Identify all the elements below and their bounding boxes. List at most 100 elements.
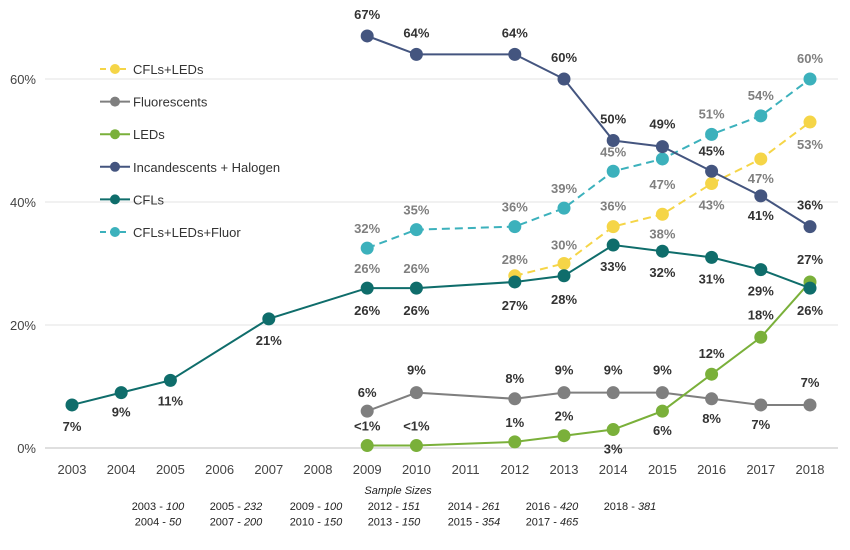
data-label-fluorescents: 9% bbox=[407, 363, 426, 378]
x-tick-label: 2007 bbox=[254, 462, 283, 477]
data-labels: 32% 35% 36% 39% 45% 47% 51% 54% 60% 28% 30% 36% 38% 4… bbox=[63, 7, 824, 457]
legend-label-fluorescents: Fluorescents bbox=[133, 95, 208, 110]
data-label-extra: 26% bbox=[354, 261, 380, 276]
data-point-fluorescents bbox=[557, 386, 571, 400]
x-axis-ticks: 2003 2004 2005 2006 2007 2008 2009 2010 2011 2012… bbox=[58, 462, 825, 477]
data-label-cfls-leds-fluor: 36% bbox=[502, 200, 528, 215]
data-point-incandescents-halogen bbox=[508, 47, 522, 61]
data-point-cfls-leds-fluor bbox=[655, 152, 669, 166]
data-point-cfls bbox=[65, 398, 79, 412]
sample-size-entry: 2017 - 465 bbox=[526, 517, 579, 529]
data-label-leds: 27% bbox=[797, 252, 823, 267]
data-label-fluorescents: 9% bbox=[604, 363, 623, 378]
data-point-cfls-leds bbox=[606, 220, 620, 234]
data-label-cfls: 29% bbox=[748, 284, 774, 299]
sample-size-entry: 2018 - 381 bbox=[604, 501, 657, 513]
series-line-leds bbox=[367, 281, 811, 447]
data-point-cfls bbox=[508, 275, 522, 289]
data-label-leds: 3% bbox=[604, 442, 623, 457]
data-label-cfls-leds: 47% bbox=[748, 171, 774, 186]
data-label-cfls-leds-fluor: 39% bbox=[551, 181, 577, 196]
data-label-leds: 6% bbox=[653, 423, 672, 438]
data-point-leds bbox=[360, 439, 374, 453]
data-label-cfls: 26% bbox=[403, 303, 429, 318]
data-point-leds bbox=[557, 429, 571, 443]
data-label-cfls-leds: 28% bbox=[502, 252, 528, 267]
x-tick-label: 2012 bbox=[500, 462, 529, 477]
x-tick-label: 2003 bbox=[58, 462, 87, 477]
data-point-cfls bbox=[409, 281, 423, 295]
data-label-cfls-leds-fluor: 45% bbox=[600, 144, 626, 159]
data-point-cfls bbox=[705, 250, 719, 264]
data-point-cfls-leds bbox=[655, 207, 669, 221]
x-tick-label: 2004 bbox=[107, 462, 136, 477]
legend-marker-cfls-leds bbox=[110, 64, 120, 74]
data-point-cfls-leds-fluor bbox=[606, 164, 620, 178]
x-tick-label: 2014 bbox=[599, 462, 628, 477]
sample-size-entry: 2003 - 100 bbox=[132, 501, 185, 513]
data-point-cfls bbox=[655, 244, 669, 258]
x-tick-label: 2011 bbox=[452, 462, 480, 477]
data-point-leds bbox=[705, 367, 719, 381]
data-label-leds: 12% bbox=[699, 346, 725, 361]
data-point-cfls-leds-fluor bbox=[705, 127, 719, 141]
x-tick-label: 2009 bbox=[353, 462, 382, 477]
data-label-cfls: 26% bbox=[354, 303, 380, 318]
x-tick-label: 2010 bbox=[402, 462, 431, 477]
series-line-incandescents-halogen bbox=[366, 35, 811, 228]
x-tick-label: 2018 bbox=[796, 462, 825, 477]
data-label-incandescents-halogen: 64% bbox=[502, 25, 528, 40]
x-tick-label: 2008 bbox=[304, 462, 333, 477]
data-point-incandescents-halogen bbox=[557, 72, 571, 86]
sample-size-entry: 2015 - 354 bbox=[448, 517, 501, 529]
legend-label-incandescents-halogen: Incandescents + Halogen bbox=[133, 160, 280, 175]
data-point-incandescents-halogen bbox=[606, 134, 620, 147]
data-label-fluorescents: 7% bbox=[801, 375, 820, 390]
data-point-leds bbox=[508, 435, 522, 449]
data-point-cfls-leds bbox=[754, 152, 768, 166]
legend-label-cfls-leds: CFLs+LEDs bbox=[133, 62, 204, 77]
data-label-incandescents-halogen: 45% bbox=[699, 143, 725, 158]
sample-size-entry: 2005 - 232 bbox=[210, 501, 263, 513]
data-point-cfls bbox=[163, 373, 177, 387]
series-line-cfls-leds-fluor bbox=[366, 78, 811, 250]
x-tick-label: 2017 bbox=[746, 462, 775, 477]
data-point-cfls-leds-fluor bbox=[508, 220, 522, 234]
legend-label-leds: LEDs bbox=[133, 127, 165, 142]
data-label-incandescents-halogen: 49% bbox=[649, 117, 675, 132]
data-point-fluorescents bbox=[705, 392, 719, 406]
data-label-cfls-leds: 38% bbox=[649, 226, 675, 241]
data-label-incandescents-halogen: 60% bbox=[551, 50, 577, 65]
data-label-fluorescents: 9% bbox=[555, 363, 574, 378]
data-label-cfls-leds-fluor: 51% bbox=[699, 106, 725, 121]
y-tick-label: 60% bbox=[10, 72, 36, 87]
x-tick-label: 2013 bbox=[550, 462, 579, 477]
data-label-cfls: 28% bbox=[551, 292, 577, 307]
x-tick-label: 2015 bbox=[648, 462, 677, 477]
data-label-cfls-leds: 36% bbox=[600, 199, 626, 214]
data-label-incandescents-halogen: 50% bbox=[600, 112, 626, 127]
data-point-cfls-leds bbox=[705, 177, 719, 191]
data-label-incandescents-halogen: 67% bbox=[354, 7, 380, 22]
data-point-fluorescents bbox=[508, 392, 522, 406]
data-label-incandescents-halogen: 64% bbox=[403, 25, 429, 40]
data-point-cfls-leds bbox=[803, 115, 817, 129]
data-point-cfls-leds bbox=[557, 257, 571, 270]
data-label-fluorescents: 6% bbox=[358, 385, 377, 400]
x-tick-label: 2006 bbox=[205, 462, 234, 477]
x-tick-label: 2016 bbox=[697, 462, 726, 477]
data-label-extra: 26% bbox=[403, 261, 429, 276]
data-point-cfls bbox=[606, 238, 620, 252]
data-point-incandescents-halogen bbox=[655, 140, 669, 154]
data-label-cfls: 26% bbox=[797, 303, 823, 318]
data-point-leds bbox=[754, 330, 768, 344]
data-point-leds bbox=[409, 439, 423, 453]
data-label-cfls: 27% bbox=[502, 298, 528, 313]
data-point-cfls-leds-fluor bbox=[360, 241, 374, 255]
legend-marker-cfls-leds-fluor bbox=[110, 227, 120, 237]
data-point-cfls bbox=[557, 269, 571, 283]
data-label-incandescents-halogen: 36% bbox=[797, 198, 823, 213]
sample-sizes-title: Sample Sizes bbox=[364, 485, 432, 497]
data-label-incandescents-halogen: 41% bbox=[748, 208, 774, 223]
data-point-cfls bbox=[360, 281, 374, 295]
